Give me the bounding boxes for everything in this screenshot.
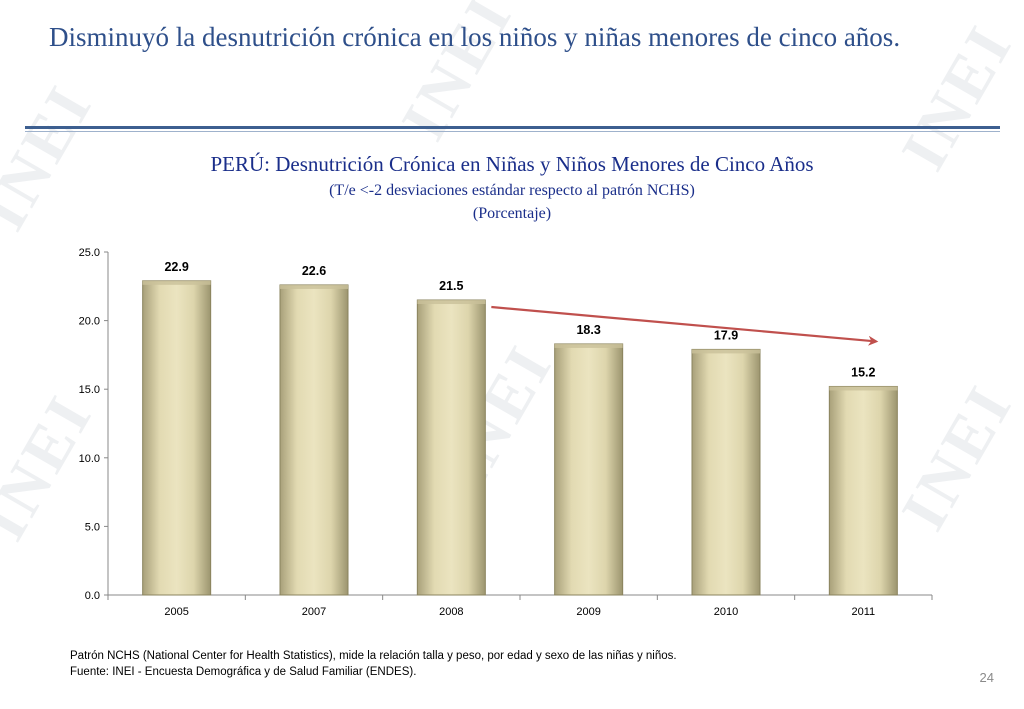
y-tick-label: 10.0 <box>79 453 100 465</box>
bar-2009 <box>554 343 624 596</box>
y-tick-label: 5.0 <box>85 521 100 533</box>
bar-2005 <box>142 280 212 596</box>
bar-top-bevel-2009 <box>554 343 623 348</box>
y-tick-label: 0.0 <box>85 590 100 602</box>
data-label-2008: 21.5 <box>439 279 463 293</box>
page-number: 24 <box>979 670 994 685</box>
trend-arrow <box>491 305 879 346</box>
x-tick-label-2010: 2010 <box>714 606 738 618</box>
x-tick-label-2011: 2011 <box>852 606 876 618</box>
y-tick-label: 15.0 <box>79 384 100 396</box>
x-tick-label-2008: 2008 <box>439 606 463 618</box>
bar-top-bevel-2005 <box>142 280 211 285</box>
y-tick-label: 25.0 <box>79 247 100 259</box>
data-label-2010: 17.9 <box>714 328 738 342</box>
chart-unit-subtitle: (Porcentaje) <box>472 205 552 222</box>
bar-top-bevel-2007 <box>280 284 348 289</box>
bar-2010 <box>691 348 761 596</box>
data-label-2009: 18.3 <box>576 323 600 337</box>
x-tick-label-2005: 2005 <box>164 606 188 618</box>
title-divider-thin <box>25 131 1000 132</box>
data-label-2011: 15.2 <box>851 365 875 379</box>
chart-title: PERÚ: Desnutrición Crónica en Niñas y Ni… <box>210 152 814 176</box>
y-tick-label: 20.0 <box>79 316 100 328</box>
data-label-2005: 22.9 <box>164 260 188 274</box>
bar-2007 <box>279 284 349 596</box>
data-label-2007: 22.6 <box>302 264 326 278</box>
chart-subtitle: (T/e <-2 desviaciones estándar respecto … <box>329 182 695 199</box>
title-divider <box>25 126 1000 129</box>
slide-title: Disminuyó la desnutrición crónica en los… <box>49 22 901 52</box>
x-tick-label-2009: 2009 <box>576 606 600 618</box>
bar-top-bevel-2008 <box>417 300 486 305</box>
footnote-nchs: Patrón NCHS (National Center for Health … <box>70 650 677 662</box>
bar-2008 <box>416 299 486 596</box>
bar-top-bevel-2011 <box>829 386 898 391</box>
bar-2011 <box>828 385 898 596</box>
footnote-source: Fuente: INEI - Encuesta Demográfica y de… <box>70 666 417 678</box>
x-tick-label-2007: 2007 <box>302 606 326 618</box>
bar-top-bevel-2010 <box>692 349 760 354</box>
